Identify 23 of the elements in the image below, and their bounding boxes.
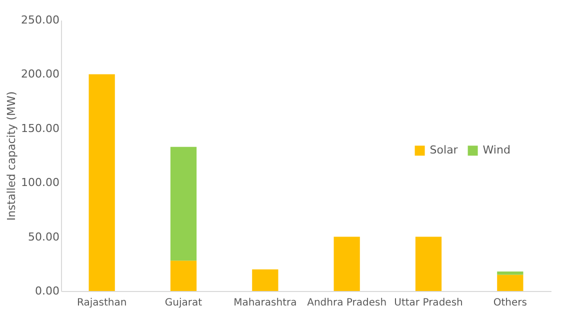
bar	[497, 271, 524, 275]
x-tick-label: Uttar Pradesh	[394, 298, 463, 308]
y-axis-title: Installed capacity (MW)	[5, 91, 18, 221]
y-tick-label: 50.00	[28, 230, 60, 244]
legend-label: Solar	[430, 144, 458, 157]
x-tick-label: Andhra Pradesh	[307, 298, 387, 308]
y-tick-label: 150.00	[21, 122, 60, 135]
bar	[170, 146, 197, 261]
y-tick-label: 200.00	[21, 68, 60, 81]
y-tick-label: 0.00	[35, 284, 60, 298]
x-tick-label: Others	[493, 298, 527, 308]
y-tick-label: 250.00	[21, 14, 60, 26]
bar	[88, 74, 115, 291]
bar	[334, 236, 360, 291]
x-tick-label: Rajasthan	[76, 298, 127, 308]
legend-label: Wind	[482, 144, 510, 157]
bar	[497, 274, 524, 291]
bar	[170, 260, 197, 291]
y-tick-label: 100.00	[21, 176, 60, 190]
x-tick-label: Maharashtra	[234, 298, 297, 308]
bar	[415, 236, 442, 291]
bar	[252, 269, 278, 291]
x-tick-label: Gujarat	[164, 298, 202, 308]
